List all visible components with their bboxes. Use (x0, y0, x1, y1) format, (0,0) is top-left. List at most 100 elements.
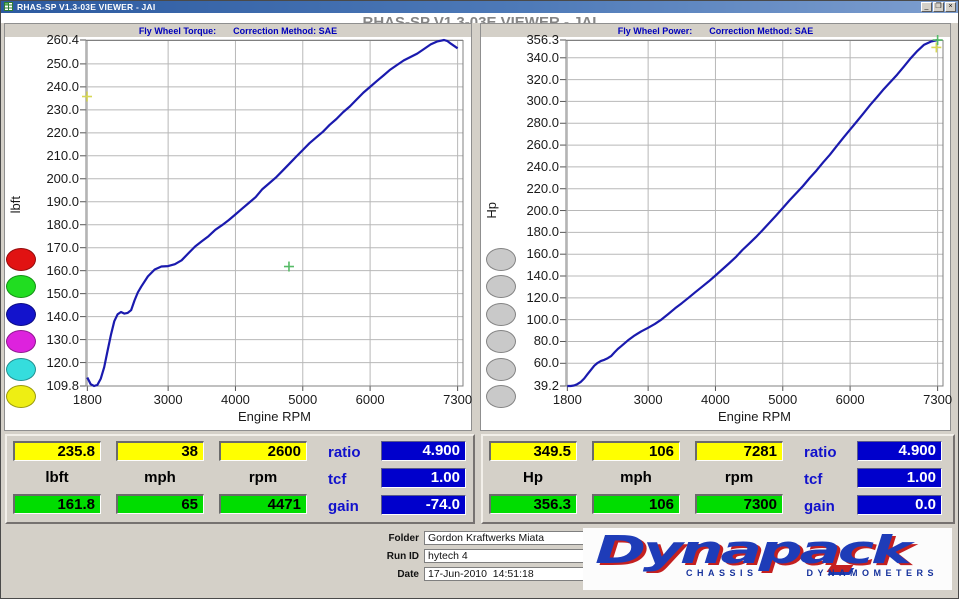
plot-svg (560, 35, 944, 391)
channel-button-5[interactable] (486, 385, 516, 408)
title-bar[interactable]: RHAS-SP V1.3-03E VIEWER - JAI _ ❐ × (1, 1, 958, 13)
cursor-cross-marker[interactable] (283, 261, 294, 272)
y-tick-label: 356.3 (526, 32, 559, 47)
date-input[interactable] (424, 567, 612, 581)
torque-curve (86, 38, 459, 388)
x-tick-label: 1800 (552, 392, 582, 407)
live-power-value: 356.3 (489, 494, 577, 514)
gain-label: gain (804, 498, 835, 515)
y-tick-label: 39.2 (533, 378, 559, 393)
power-curve (567, 38, 938, 388)
unit-label-mph: mph (620, 469, 652, 486)
channel-button-5[interactable] (6, 385, 36, 408)
correction-method-label: Correction Method: SAE (233, 25, 338, 36)
viewer-title-strip: RHAS-SP V1.3-03E VIEWER - JAI (1, 13, 958, 23)
ratio-field[interactable]: 4.900 (381, 441, 466, 461)
y-tick-label: 180.0 (46, 216, 79, 232)
channel-button-1[interactable] (486, 275, 516, 298)
y-tick-label: 170.0 (46, 239, 79, 255)
x-tick-label: 7300 (443, 392, 473, 407)
channel-button-0[interactable] (486, 248, 516, 271)
chart-title-label: Fly Wheel Power: (617, 25, 693, 36)
channel-button-1[interactable] (6, 275, 36, 298)
tcf-field[interactable]: 1.00 (381, 468, 466, 488)
x-tick-label: 7300 (923, 392, 953, 407)
cursor-speed-value: 106 (592, 441, 680, 461)
live-torque-value: 161.8 (13, 494, 101, 514)
y-tick-label: 130.0 (46, 331, 79, 347)
cursor-power-value: 349.5 (489, 441, 577, 461)
gain-field[interactable]: 0.0 (857, 495, 942, 515)
channel-button-2[interactable] (486, 303, 516, 326)
x-tick-label: 4000 (700, 392, 730, 407)
y-tick-label: 109.8 (46, 378, 79, 393)
channel-button-4[interactable] (6, 358, 36, 381)
folder-input[interactable] (424, 531, 612, 545)
ratio-label: ratio (804, 444, 837, 461)
close-button[interactable]: × (945, 2, 956, 12)
y-tick-label: 230.0 (46, 101, 79, 117)
y-tick-label: 220.0 (46, 124, 79, 140)
power-plot[interactable] (560, 35, 944, 391)
y-tick-label: 200.0 (526, 202, 559, 218)
x-tick-label: 5000 (768, 392, 798, 407)
x-axis-title: Engine RPM (238, 409, 311, 424)
cursor-cross-marker[interactable] (931, 42, 942, 53)
gain-field[interactable]: -74.0 (381, 495, 466, 515)
correction-method-label: Correction Method: SAE (709, 25, 814, 36)
tcf-label: tcf (328, 471, 347, 488)
live-rpm-value: 4471 (219, 494, 307, 514)
window-title: RHAS-SP V1.3-03E VIEWER - JAI (17, 2, 156, 12)
torque-chart-panel: Fly Wheel Torque: Correction Method: SAE… (4, 23, 472, 431)
cursor-cross-marker[interactable] (82, 91, 93, 102)
torque-readout-panel: 235.8 38 2600 lbft mph rpm 161.8 65 4471… (5, 434, 475, 524)
x-tick-label: 5000 (288, 392, 318, 407)
live-rpm-value: 7300 (695, 494, 783, 514)
gain-label: gain (328, 498, 359, 515)
x-tick-label: 3000 (153, 392, 183, 407)
chart-title-label: Fly Wheel Torque: (138, 25, 217, 36)
cursor-rpm-value: 7281 (695, 441, 783, 461)
torque-plot[interactable] (80, 38, 464, 391)
live-speed-value: 106 (592, 494, 680, 514)
y-tick-label: 340.0 (526, 49, 559, 65)
minimize-button[interactable]: _ (921, 2, 932, 12)
channel-button-2[interactable] (6, 303, 36, 326)
y-tick-label: 210.0 (46, 147, 79, 163)
channel-button-3[interactable] (486, 330, 516, 353)
y-tick-label: 280.0 (526, 115, 559, 131)
x-axis-tick-labels: 1800 3000 4000 5000 6000 7300 (553, 392, 952, 408)
viewer-title: RHAS-SP V1.3-03E VIEWER - JAI (362, 14, 597, 23)
date-label: Date (397, 569, 419, 580)
tcf-field[interactable]: 1.00 (857, 468, 942, 488)
y-tick-label: 220.0 (526, 180, 559, 196)
y-tick-label: 80.0 (533, 333, 559, 349)
ratio-label: ratio (328, 444, 361, 461)
y-tick-label: 120.0 (526, 289, 559, 305)
y-tick-label: 240.0 (46, 78, 79, 94)
y-tick-label: 150.0 (46, 285, 79, 301)
channel-button-0[interactable] (6, 248, 36, 271)
logo-chassis-text: CHASSIS (686, 568, 758, 578)
run-id-label: Run ID (386, 551, 419, 562)
ratio-field[interactable]: 4.900 (857, 441, 942, 461)
y-tick-label: 260.4 (46, 32, 79, 47)
cursor-cross-marker[interactable] (932, 35, 943, 45)
channel-button-4[interactable] (486, 358, 516, 381)
y-tick-label: 300.0 (526, 93, 559, 109)
x-axis-title: Engine RPM (718, 409, 791, 424)
y-tick-label: 250.0 (46, 55, 79, 71)
maximize-button[interactable]: ❐ (933, 2, 944, 12)
y-tick-label: 140.0 (526, 268, 559, 283)
run-id-input[interactable] (424, 549, 612, 563)
power-readout-panel: 349.5 106 7281 Hp mph rpm 356.3 106 7300… (481, 434, 955, 524)
y-tick-label: 320.0 (526, 71, 559, 87)
y-tick-label: 60.0 (533, 355, 559, 371)
y-tick-label: 160.0 (46, 262, 79, 278)
x-tick-label: 6000 (835, 392, 865, 407)
folder-label: Folder (388, 533, 419, 544)
power-chart-header: Fly Wheel Power: Correction Method: SAE (481, 24, 950, 37)
channel-button-3[interactable] (6, 330, 36, 353)
torque-chart-header: Fly Wheel Torque: Correction Method: SAE (5, 24, 471, 37)
cursor-speed-value: 38 (116, 441, 204, 461)
